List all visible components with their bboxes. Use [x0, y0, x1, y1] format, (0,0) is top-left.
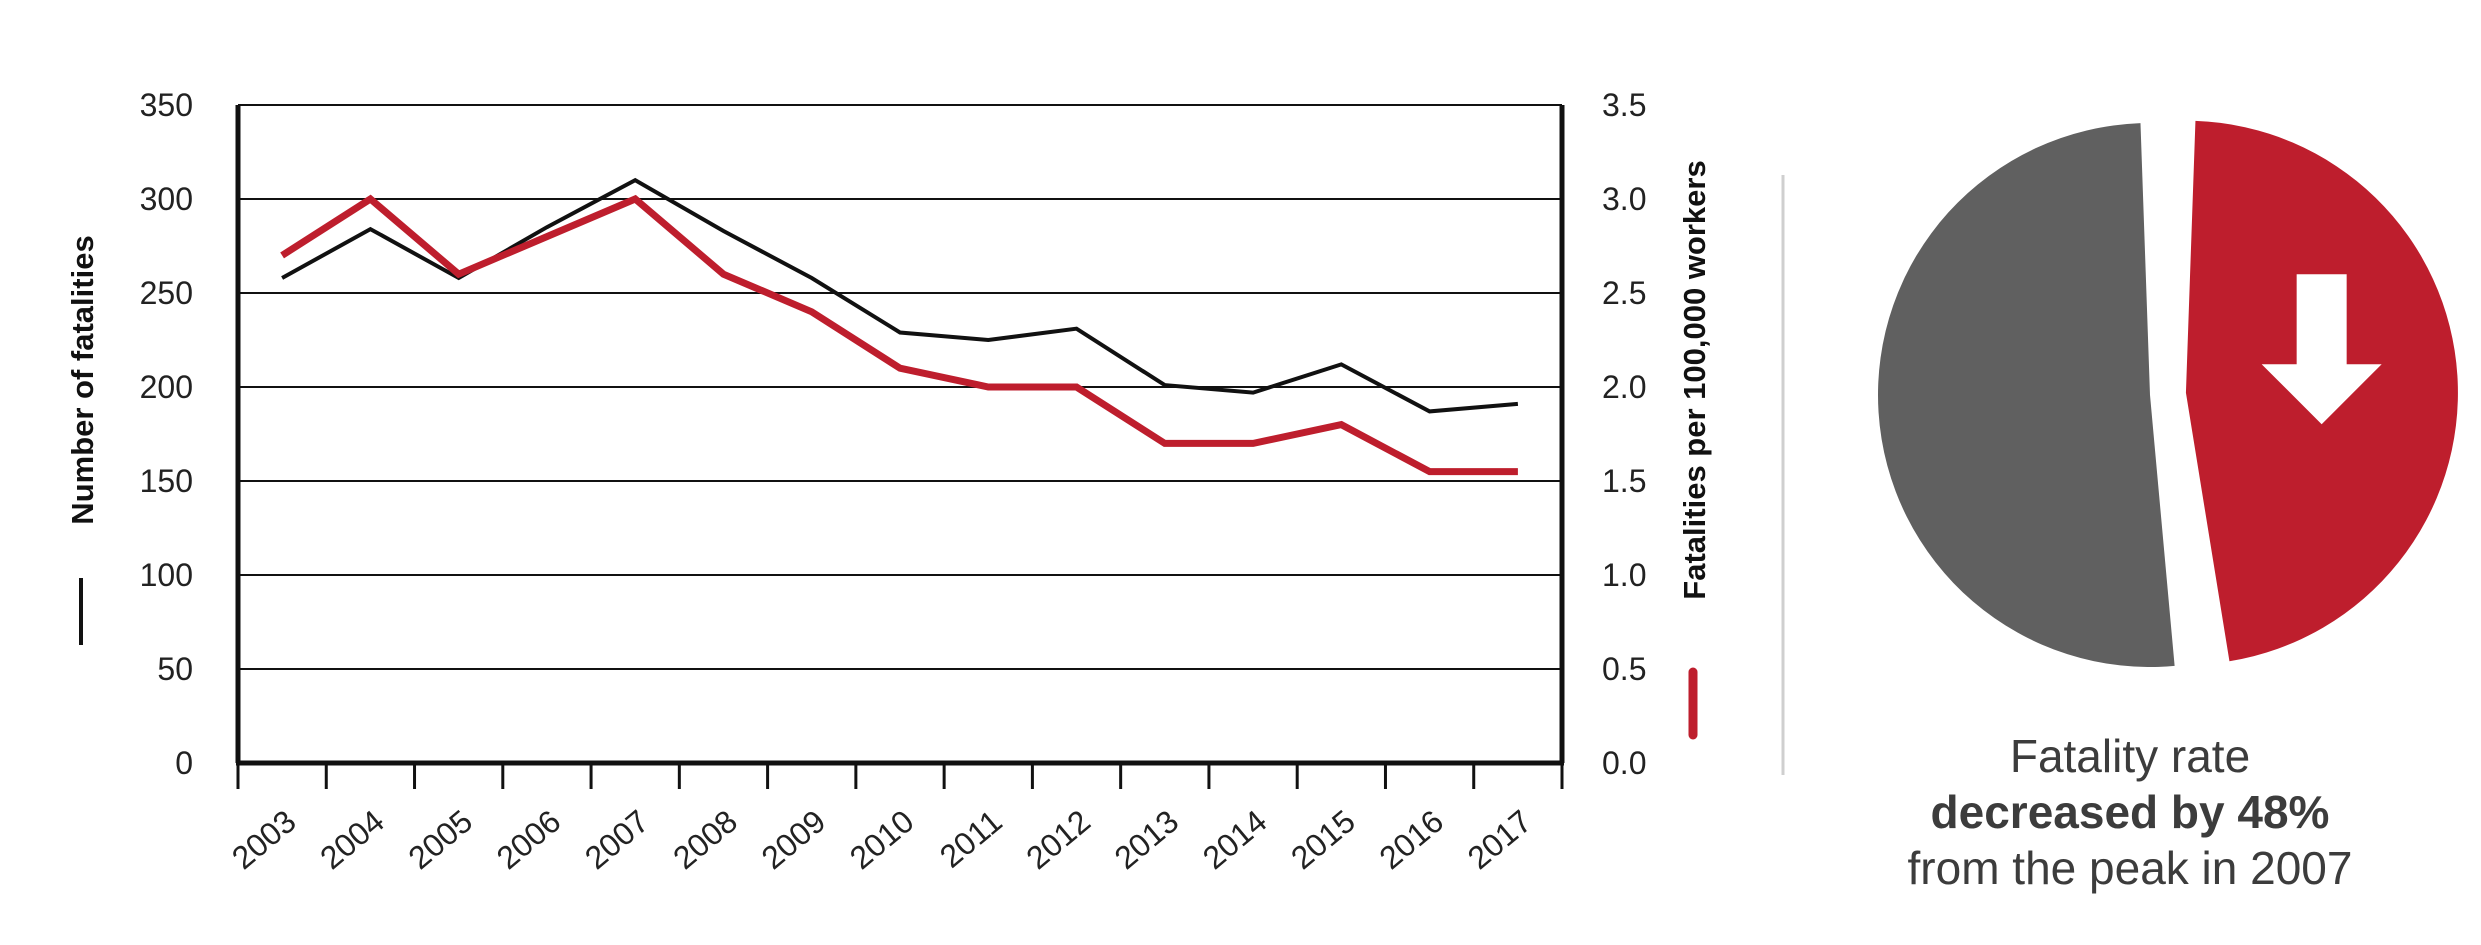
- left-tick-label: 50: [157, 651, 193, 687]
- right-tick-label: 3.0: [1602, 181, 1646, 217]
- caption: Fatality rate decreased by 48% from the …: [1800, 728, 2460, 896]
- left-tick-label: 200: [140, 369, 193, 405]
- caption-line-1: Fatality rate: [2009, 730, 2251, 782]
- x-tick-label: 2011: [933, 803, 1009, 875]
- series-lines: [280, 177, 1519, 476]
- left-axis-title: Number of fatalities: [65, 235, 100, 524]
- plot-frame: [235, 105, 1565, 766]
- right-axis-title: Fatalities per 100,000 workers: [1677, 160, 1712, 599]
- left-axis-ticks: 0 50 100 150 200 250 300 350: [140, 87, 193, 781]
- x-tick-label: 2012: [1019, 803, 1097, 876]
- x-tick-label: 2008: [666, 803, 744, 876]
- x-tick-label: 2007: [578, 803, 656, 876]
- left-tick-label: 0: [175, 745, 193, 781]
- x-axis-ticks: 2003 2004 2005 2006 2007 2008 2009 2010 2011 2012…: [225, 763, 1564, 876]
- x-tick-label: 2016: [1372, 803, 1450, 876]
- right-tick-label: 1.5: [1602, 463, 1646, 499]
- down-arrow-icon: [2261, 274, 2382, 425]
- right-tick-label: 1.0: [1602, 557, 1646, 593]
- fatality-count-line: [281, 177, 1519, 414]
- left-tick-label: 250: [140, 275, 193, 311]
- left-tick-label: 300: [140, 181, 193, 217]
- right-tick-label: 3.5: [1602, 87, 1646, 123]
- x-tick-label: 2013: [1108, 803, 1186, 876]
- caption-line-3: from the peak in 2007: [1907, 842, 2353, 894]
- gridlines: [238, 104, 1562, 670]
- right-axis-ticks: 0.0 0.5 1.0 1.5 2.0 2.5 3.0 3.5: [1602, 87, 1646, 781]
- left-tick-label: 350: [140, 87, 193, 123]
- x-tick-label: 2010: [843, 803, 921, 876]
- caption-line-2: decreased by 48%: [1930, 786, 2330, 838]
- x-tick-label: 2003: [225, 803, 303, 876]
- right-tick-label: 0.5: [1602, 651, 1646, 687]
- right-tick-label: 2.5: [1602, 275, 1646, 311]
- right-tick-label: 2.0: [1602, 369, 1646, 405]
- pie-chart: [1878, 120, 2458, 667]
- x-tick-label: 2015: [1284, 803, 1362, 876]
- x-tick-label: 2014: [1196, 803, 1274, 876]
- fatality-rate-line: [280, 194, 1518, 476]
- left-tick-label: 150: [140, 463, 193, 499]
- x-tick-label: 2017: [1461, 803, 1539, 876]
- right-tick-label: 0.0: [1602, 745, 1646, 781]
- x-tick-label: 2004: [313, 803, 391, 876]
- x-tick-label: 2009: [755, 803, 833, 876]
- x-tick-label: 2005: [401, 803, 479, 876]
- left-tick-label: 100: [140, 557, 193, 593]
- pie-slice-remaining: [1878, 123, 2175, 667]
- x-tick-label: 2006: [490, 803, 568, 876]
